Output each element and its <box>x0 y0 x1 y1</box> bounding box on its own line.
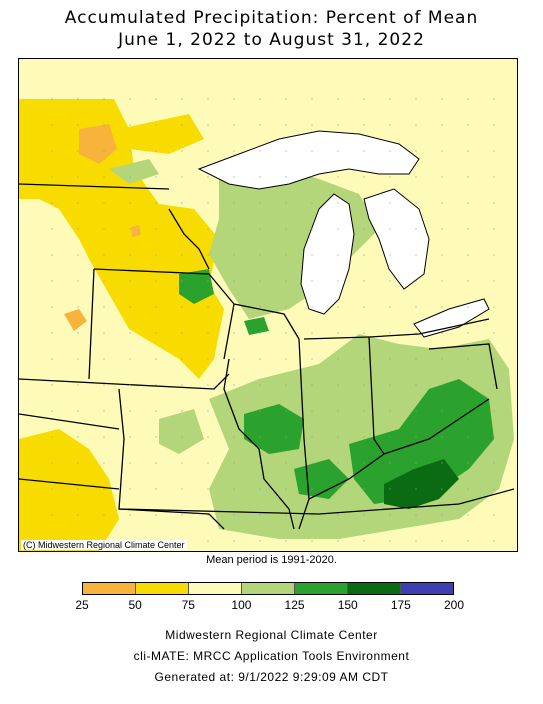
very-dry-nd <box>79 124 117 164</box>
dry-zone-north <box>119 114 204 154</box>
lake-michigan <box>300 193 355 315</box>
legend-swatch-1 <box>136 583 189 594</box>
lake-erie <box>413 298 490 338</box>
color-legend <box>82 582 454 595</box>
dry-zone-kansas <box>19 429 119 551</box>
lake-huron <box>363 188 430 290</box>
legend-swatch-0 <box>83 583 136 594</box>
lake-superior <box>197 130 420 190</box>
wetter-zone-iowa <box>179 269 214 304</box>
dry-zone-dakotas <box>19 99 224 379</box>
footer-org: Midwestern Regional Climate Center <box>165 628 378 642</box>
footer-generated: Generated at: 9/1/2022 9:29:09 AM CDT <box>154 670 389 684</box>
legend-tick-label: 100 <box>231 598 252 612</box>
very-dry-sd <box>64 309 87 331</box>
legend-tick-label: 25 <box>75 598 89 612</box>
precipitation-map: (C) Midwestern Regional Climate Center <box>18 58 518 552</box>
wetter-zone-illinois <box>244 404 304 454</box>
map-credit: (C) Midwestern Regional Climate Center <box>21 540 187 550</box>
legend-swatch-5 <box>348 583 401 594</box>
wetter-zone-wi <box>244 317 269 335</box>
map-title-line-2: June 1, 2022 to August 31, 2022 <box>118 30 425 50</box>
legend-tick-label: 50 <box>128 598 142 612</box>
legend-tick-label: 75 <box>181 598 195 612</box>
legend-tick-label: 125 <box>284 598 305 612</box>
legend-swatch-2 <box>189 583 242 594</box>
footer-app: cli-MATE: MRCC Application Tools Environ… <box>133 649 410 663</box>
legend-swatch-6 <box>401 583 453 594</box>
wettest-zone-kentucky <box>384 459 459 509</box>
legend-tick-label: 150 <box>337 598 358 612</box>
county-grid-dots <box>51 98 495 542</box>
legend-tick-label: 175 <box>390 598 411 612</box>
wet-zone-missouri <box>159 409 204 454</box>
legend-tick-label: 200 <box>443 598 465 612</box>
legend-swatch-3 <box>242 583 295 594</box>
wet-zone-north-mn <box>109 159 159 184</box>
very-dry-mn <box>131 225 141 237</box>
mean-period-note: Mean period is 1991-2020. <box>206 554 337 566</box>
legend-swatch-4 <box>295 583 348 594</box>
map-title-line-1: Accumulated Precipitation: Percent of Me… <box>64 8 479 28</box>
state-boundaries <box>19 183 515 530</box>
map-svg <box>19 59 517 551</box>
